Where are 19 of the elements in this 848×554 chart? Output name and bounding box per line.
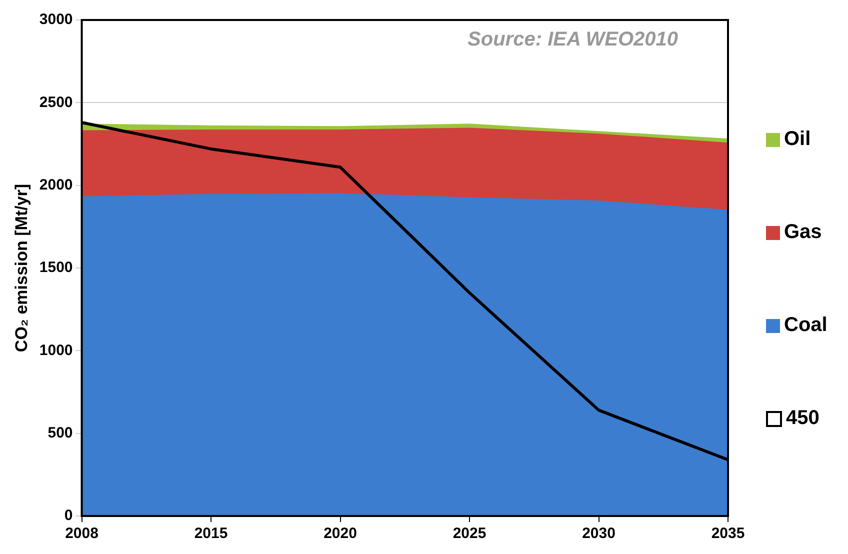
y-tick-label: 3000 bbox=[39, 11, 73, 28]
y-tick-label: 0 bbox=[64, 507, 73, 524]
legend-label: Gas bbox=[784, 221, 822, 244]
x-tick-label: 2020 bbox=[324, 525, 357, 542]
y-tick-label: 2000 bbox=[39, 176, 73, 194]
legend-label: 450 bbox=[786, 407, 820, 430]
legend-label: Coal bbox=[784, 314, 828, 337]
x-tick-label: 2030 bbox=[582, 525, 616, 542]
x-tick-label: 2008 bbox=[65, 525, 98, 542]
y-tick-label: 1000 bbox=[39, 342, 73, 359]
y-tick-label: 500 bbox=[48, 424, 73, 442]
legend-label: Oil bbox=[784, 128, 811, 151]
x-tick-label: 2035 bbox=[711, 525, 745, 542]
annotation: Source: IEA WEO2010 bbox=[468, 28, 678, 51]
y-tick-label: 2500 bbox=[39, 94, 73, 111]
y-tick-label: 1500 bbox=[39, 259, 73, 276]
x-tick-label: 2015 bbox=[194, 525, 228, 542]
x-tick-label: 2025 bbox=[452, 525, 486, 542]
y-axis-title: CO₂ emission [Mt/yr] bbox=[12, 184, 31, 352]
